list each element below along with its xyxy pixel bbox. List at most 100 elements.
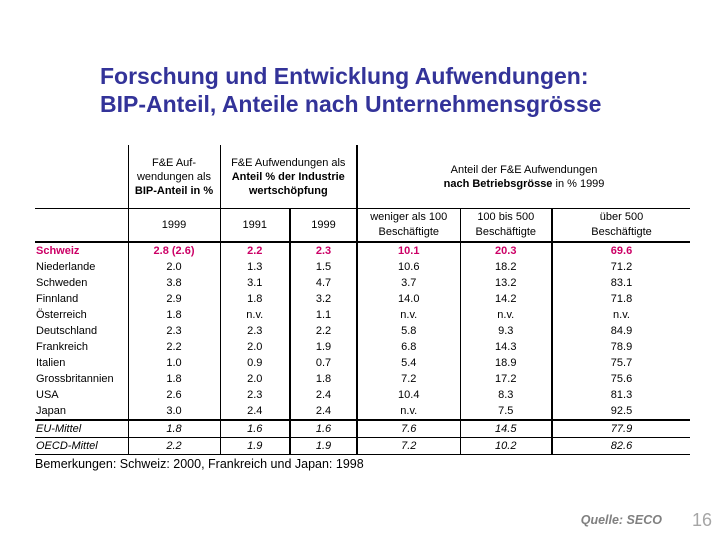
row-country-label: Japan (35, 403, 129, 420)
cell-value: 20.3 (460, 242, 554, 259)
group-header-bip-line1: F&E Auf- (151, 156, 197, 169)
cell-value: 7.5 (460, 403, 554, 420)
cell-value: n.v. (613, 309, 630, 321)
table-row: Niederlande 2.0 1.3 1.5 10.6 18.2 71.2 (35, 259, 690, 275)
cell-value: 14.5 (460, 419, 554, 438)
table-row: USA 2.6 2.3 2.4 10.4 8.3 81.3 (35, 387, 690, 403)
cell-value: n.v. (220, 307, 291, 323)
table-row: Finnland 2.9 1.8 3.2 14.0 14.2 71.8 (35, 291, 690, 307)
sub-header-label: Beschäftigte (591, 226, 652, 238)
cell-value: 1.9 (290, 437, 359, 455)
cell-value: 82.6 (552, 437, 691, 455)
table-row: Frankreich 2.2 2.0 1.9 6.8 14.3 78.9 (35, 339, 690, 355)
cell-value: 4.7 (290, 275, 359, 291)
cell-value: 78.9 (610, 341, 633, 353)
cell-value: 69.6 (610, 245, 633, 257)
page-title: Forschung und Entwicklung Aufwendungen: … (100, 62, 660, 118)
cell-value: 2.2 (290, 323, 359, 339)
cell-value: 5.8 (357, 323, 461, 339)
row-country-label: Niederlande (35, 259, 129, 275)
cell-value: 1.9 (220, 437, 291, 455)
cell-value: 81.3 (610, 389, 633, 401)
sub-header-industrie-1999: 1999 (290, 208, 359, 243)
table-row: Österreich 1.8 n.v. 1.1 n.v. n.v. n.v. (35, 307, 690, 323)
cell-value: 1.8 (128, 419, 221, 438)
table-row: OECD-Mittel 2.2 1.9 1.9 7.2 10.2 82.6 (35, 437, 691, 455)
cell-value: 14.0 (357, 291, 461, 307)
cell-value: 8.3 (460, 387, 554, 403)
cell-value: n.v. (460, 307, 554, 323)
cell-value: 2.6 (128, 387, 221, 403)
group-header-bip-line3: BIP-Anteil in % (134, 184, 214, 197)
cell-value: 1.9 (290, 339, 359, 355)
sub-header-100-500: 100 bis 500 Beschäftigte (460, 208, 554, 243)
row-country-label: Finnland (35, 291, 129, 307)
group-header-industrie-line1: F&E Aufwendungen als (231, 156, 346, 169)
cell-value: 2.8 (2.6) (128, 242, 221, 259)
cell-value: 10.4 (357, 387, 461, 403)
cell-value: 1.8 (220, 291, 291, 307)
row-country-label: Österreich (35, 307, 129, 323)
group-header-industrie-line2: Anteil % der Industrie (231, 170, 345, 183)
table-row: Grossbritannien 1.8 2.0 1.8 7.2 17.2 75.6 (35, 371, 690, 387)
cell-value: 2.4 (220, 403, 291, 420)
cell-value: 1.3 (220, 259, 291, 275)
group-header-betriebsgroesse-line1: Anteil der F&E Aufwendungen (450, 163, 598, 176)
group-header-betriebsgroesse: Anteil der F&E Aufwendungen nach Betrieb… (357, 145, 691, 209)
remarks-note: Bemerkungen: Schweiz: 2000, Frankreich u… (35, 457, 364, 471)
sub-header-row: 1999 1991 1999 weniger als 100 Beschäfti… (35, 208, 691, 243)
cell-value: 2.2 (128, 437, 221, 455)
cell-value: 2.0 (128, 259, 221, 275)
row-country-label: OECD-Mittel (35, 437, 129, 455)
row-country-label: Frankreich (35, 339, 129, 355)
cell-value: 3.1 (220, 275, 291, 291)
sub-header-label: weniger als 100 (370, 211, 448, 223)
cell-value: 2.4 (290, 387, 359, 403)
sub-header-label: 1991 (242, 218, 267, 231)
row-country-label: Schweden (35, 275, 129, 291)
page-title-line2: BIP-Anteil, Anteile nach Unternehmensgrö… (100, 91, 602, 117)
cell-value: 1.6 (220, 419, 291, 438)
table-row: Schweiz 2.8 (2.6) 2.2 2.3 10.1 20.3 69.6 (35, 242, 690, 259)
cell-value: 18.2 (460, 259, 554, 275)
cell-value: 71.2 (610, 261, 633, 273)
cell-value: 7.2 (357, 437, 461, 455)
cell-value: 3.2 (290, 291, 359, 307)
data-table: F&E Auf- wendungen als BIP-Anteil in % F… (35, 145, 691, 455)
cell-value: 2.9 (128, 291, 221, 307)
sub-header-label: über 500 (599, 211, 644, 223)
group-header-bip-line2: wendungen als (136, 170, 211, 183)
cell-value: 1.8 (128, 307, 221, 323)
cell-value: 7.2 (357, 371, 461, 387)
cell-value: 14.2 (460, 291, 554, 307)
sub-header-bip-1999: 1999 (128, 208, 221, 243)
cell-value: 18.9 (460, 355, 554, 371)
cell-value: 2.3 (128, 323, 221, 339)
group-header-betriebsgroesse-line2: nach Betriebsgrösse in % 1999 (358, 177, 690, 191)
row-country-label: USA (35, 387, 129, 403)
cell-value: 1.8 (290, 371, 359, 387)
row-country-label: Schweiz (35, 242, 129, 259)
cell-value: 13.2 (460, 275, 554, 291)
cell-value: 1.6 (290, 419, 359, 438)
sub-header-ueber-500: über 500 Beschäftigte (552, 208, 691, 243)
table-row: EU-Mittel 1.8 1.6 1.6 7.6 14.5 77.9 (35, 419, 691, 438)
cell-value: 2.4 (290, 403, 359, 420)
group-header-bip: F&E Auf- wendungen als BIP-Anteil in % (128, 145, 221, 209)
cell-value: 10.2 (460, 437, 554, 455)
data-table-container: F&E Auf- wendungen als BIP-Anteil in % F… (35, 145, 691, 455)
cell-value: n.v. (357, 403, 461, 420)
group-header-empty (35, 145, 129, 209)
cell-value: 0.9 (220, 355, 291, 371)
cell-value: 3.0 (128, 403, 221, 420)
group-header-industrie: F&E Aufwendungen als Anteil % der Indust… (220, 145, 359, 209)
table-row: Japan 3.0 2.4 2.4 n.v. 7.5 92.5 (35, 403, 690, 420)
table-row: Italien 1.0 0.9 0.7 5.4 18.9 75.7 (35, 355, 690, 371)
cell-value: 17.2 (460, 371, 554, 387)
cell-value: 2.2 (220, 242, 291, 259)
cell-value: 1.1 (290, 307, 359, 323)
cell-value: 9.3 (460, 323, 554, 339)
sub-header-label: 1999 (311, 218, 336, 231)
cell-value: 75.7 (610, 357, 633, 369)
cell-value: 84.9 (610, 325, 633, 337)
